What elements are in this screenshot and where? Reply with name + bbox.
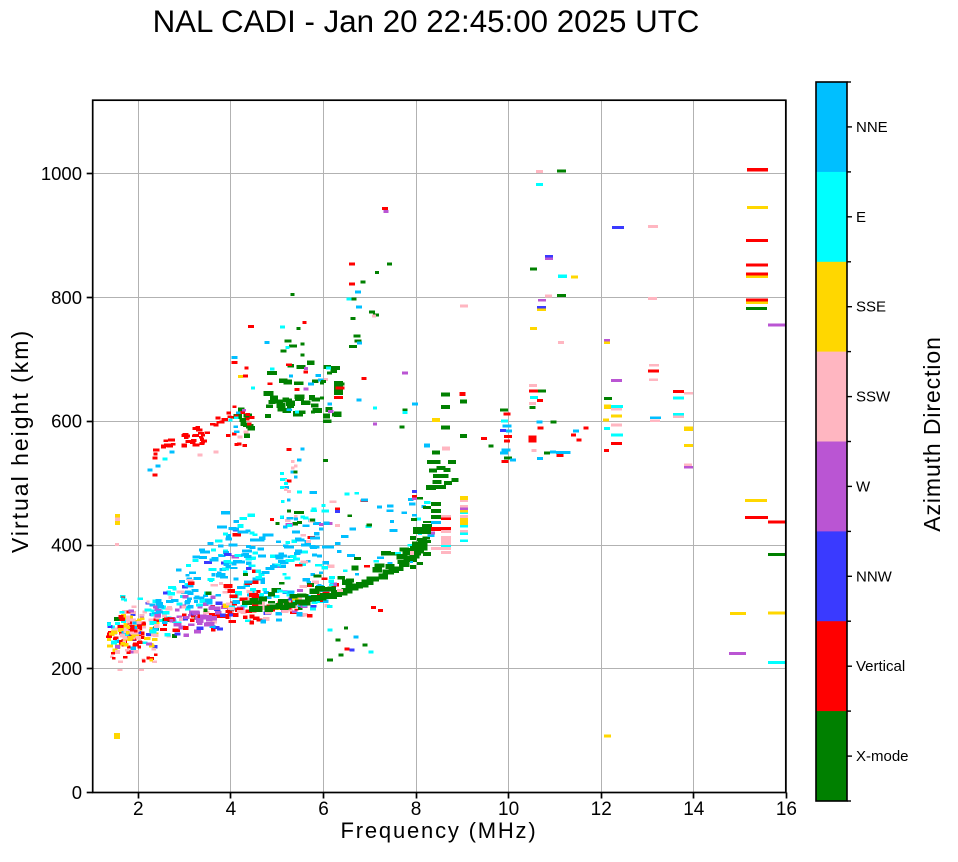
svg-text:10: 10 <box>498 799 519 820</box>
svg-text:6: 6 <box>318 799 329 820</box>
svg-text:14: 14 <box>683 799 705 820</box>
svg-text:X-mode: X-mode <box>856 748 909 765</box>
svg-text:NAL CADI - Jan 20 22:45:00 202: NAL CADI - Jan 20 22:45:00 2025 UTC <box>153 4 700 39</box>
svg-text:Vertical: Vertical <box>856 658 905 675</box>
svg-text:NNE: NNE <box>856 119 888 136</box>
svg-text:8: 8 <box>411 799 422 820</box>
svg-text:600: 600 <box>51 411 82 432</box>
svg-text:Azimuth Direction: Azimuth Direction <box>919 336 945 532</box>
svg-text:800: 800 <box>51 287 82 308</box>
svg-text:NNW: NNW <box>856 568 893 585</box>
svg-text:SSW: SSW <box>856 389 891 406</box>
svg-text:W: W <box>856 478 871 495</box>
svg-text:12: 12 <box>591 799 612 820</box>
svg-text:Virtual height (km): Virtual height (km) <box>7 329 33 553</box>
svg-text:400: 400 <box>51 534 82 555</box>
svg-text:SSE: SSE <box>856 299 886 316</box>
svg-text:200: 200 <box>51 658 82 679</box>
svg-text:Frequency (MHz): Frequency (MHz) <box>341 818 538 843</box>
svg-text:16: 16 <box>776 799 797 820</box>
svg-text:4: 4 <box>226 799 237 820</box>
svg-text:1000: 1000 <box>41 163 82 184</box>
svg-text:0: 0 <box>72 782 82 803</box>
svg-text:2: 2 <box>133 799 144 820</box>
svg-text:E: E <box>856 209 866 226</box>
